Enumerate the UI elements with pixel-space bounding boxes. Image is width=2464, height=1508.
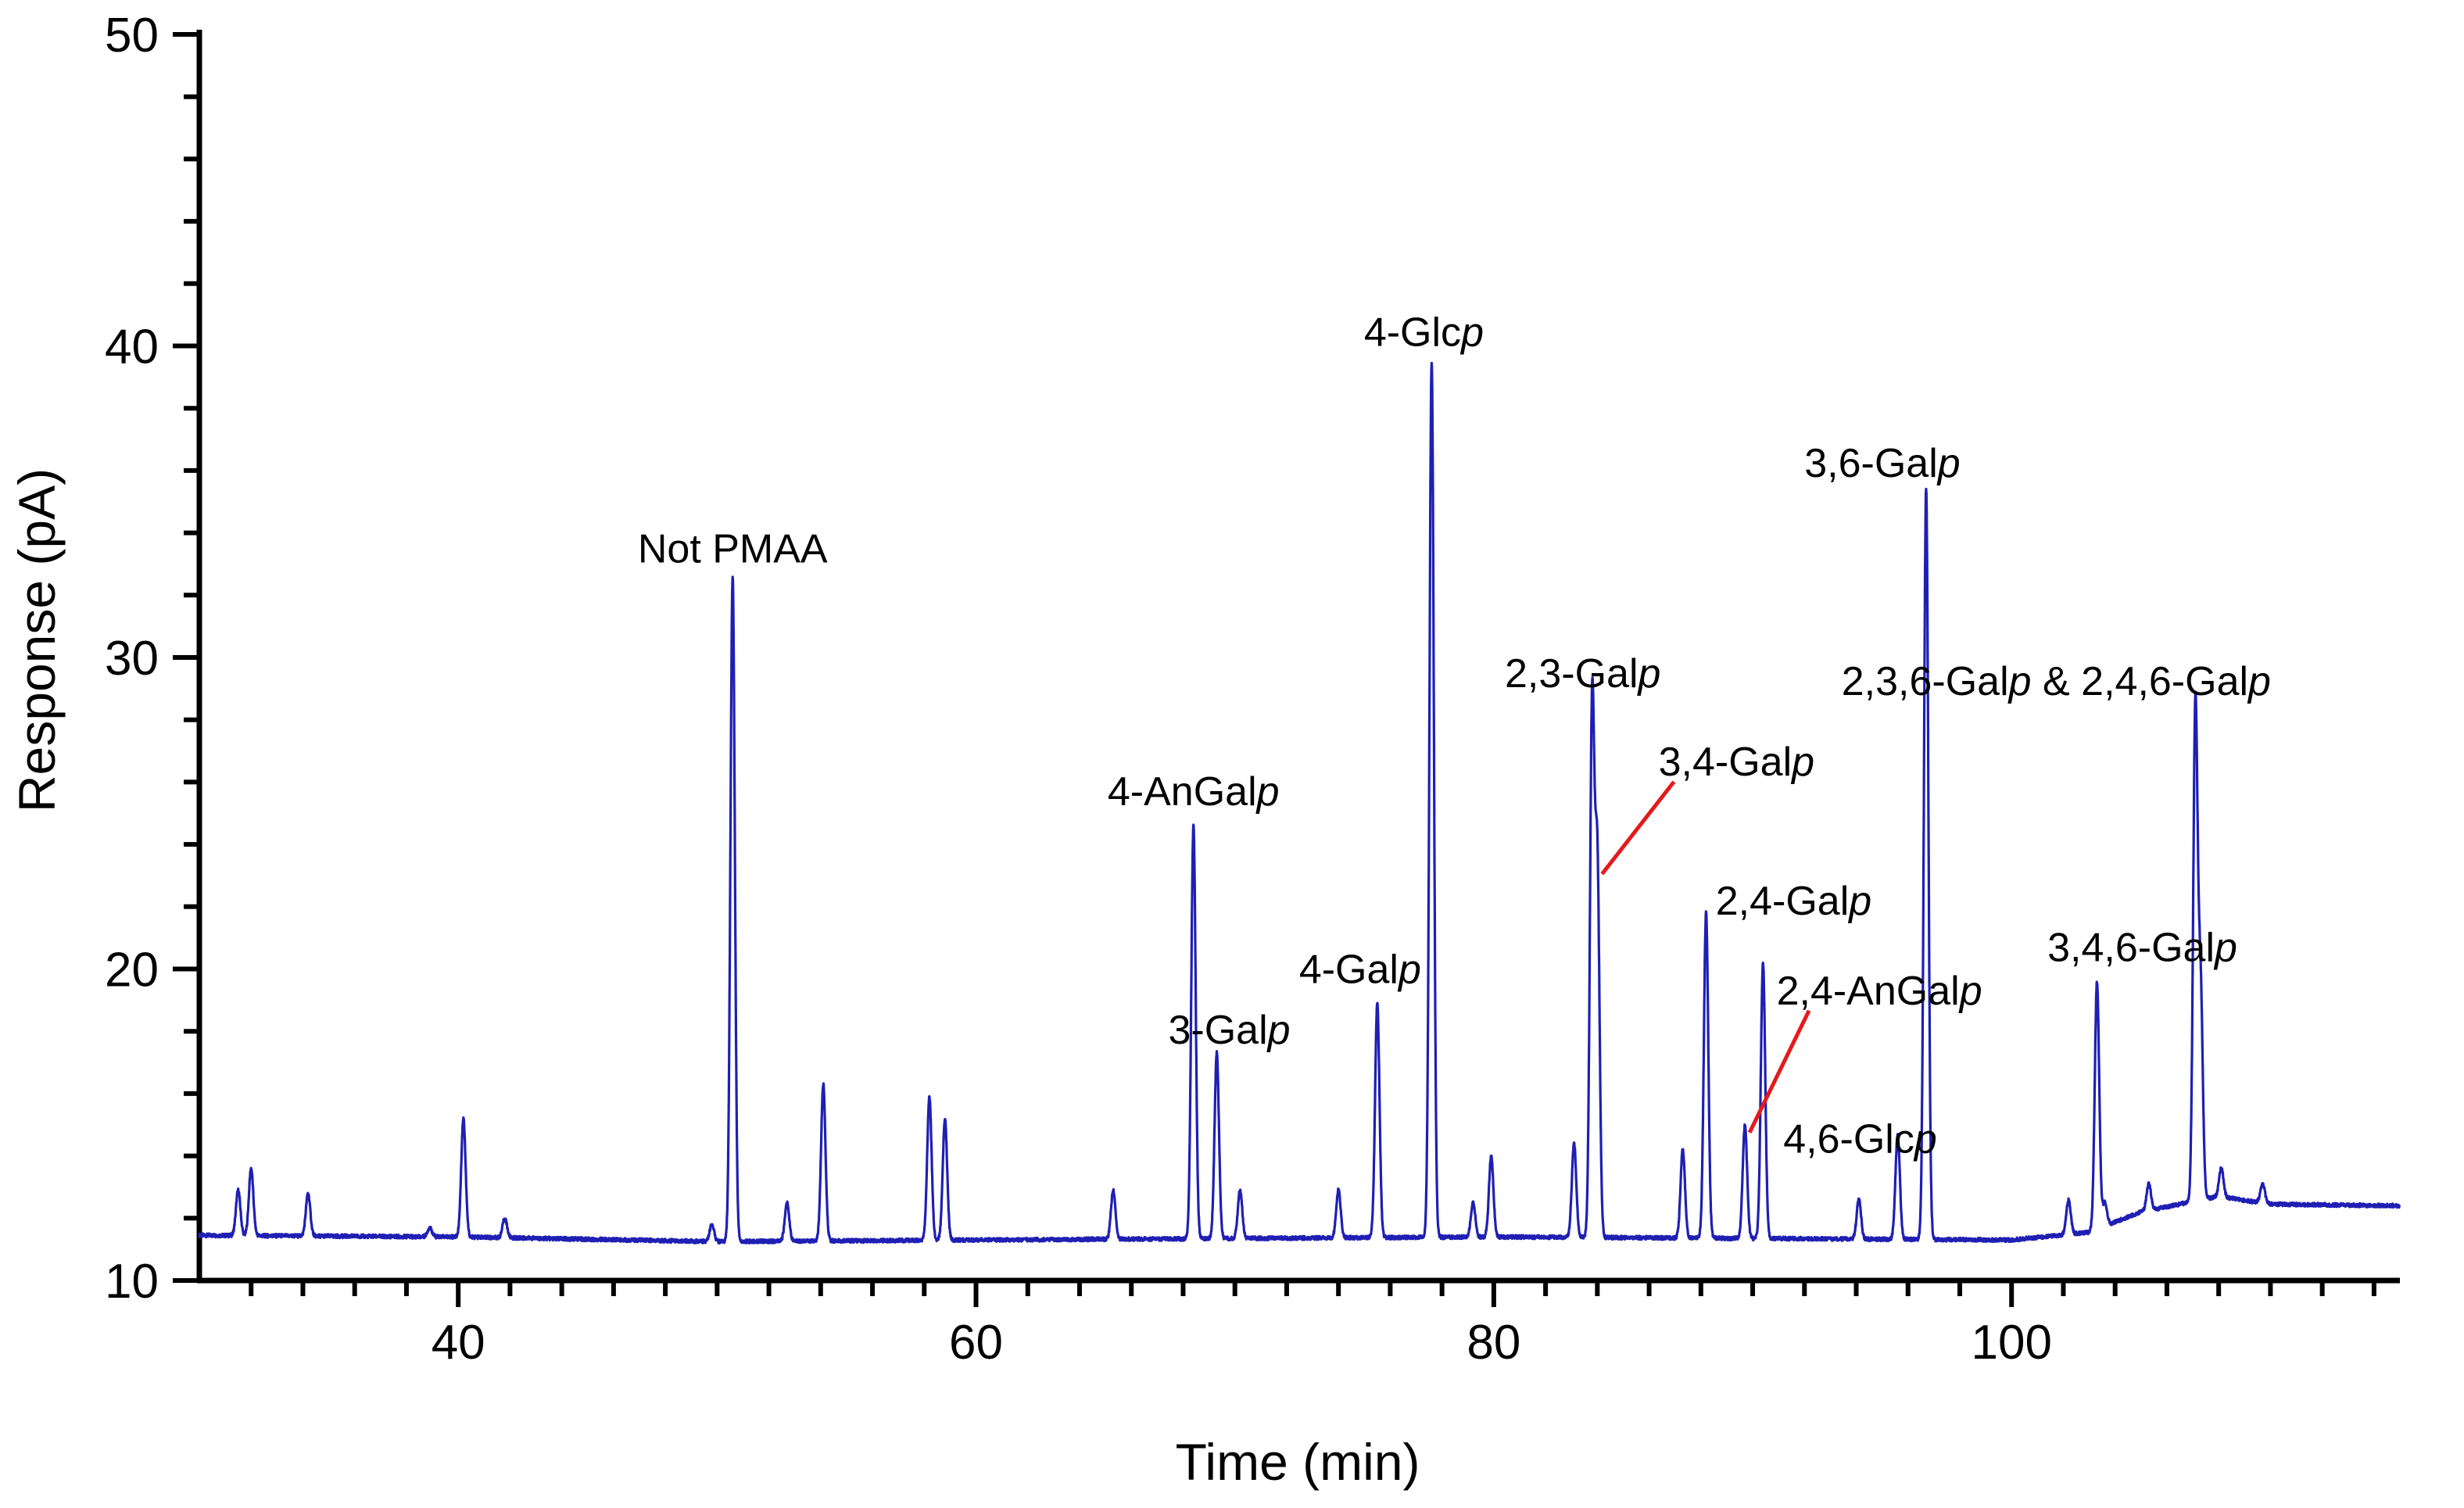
axes: 10 20 30 40 50 40 60 80 100: [105, 9, 2400, 1370]
peak-label: 4-Glcp: [1364, 310, 1484, 355]
y-tick-label: 40: [105, 321, 159, 374]
peak-label: 4-Galp: [1299, 947, 1421, 992]
peak-label: 3,4,6-Galp: [2047, 925, 2237, 970]
peak-label: 2,3,6-Galp & 2,4,6-Galp: [1842, 659, 2271, 704]
trace-layer: [198, 361, 2401, 1245]
peak-label: 3,4-Galp: [1659, 740, 1814, 785]
chromatogram-trace: [198, 361, 2401, 1245]
pointer-line: [1747, 1009, 1811, 1134]
peak-label: 4-AnGalp: [1108, 769, 1280, 815]
y-tick-label: 50: [105, 9, 159, 63]
y-tick-label: 20: [105, 944, 159, 998]
x-tick-label: 100: [1972, 1316, 2052, 1370]
pointer-line: [1600, 780, 1676, 876]
pointer-layer: [1600, 780, 1811, 1134]
x-tick-label: 80: [1467, 1316, 1520, 1370]
y-axis-title: Response (pA): [8, 468, 66, 812]
peak-label: 2,4-AnGalp: [1777, 969, 1982, 1014]
peak-label: Not PMAA: [638, 526, 828, 571]
peak-label: 2,4-Galp: [1716, 879, 1871, 924]
y-tick-label: 10: [105, 1255, 159, 1309]
peak-label: 3,6-Galp: [1804, 441, 1960, 486]
x-tick-label: 60: [949, 1316, 1003, 1370]
peak-label: 3-Galp: [1168, 1008, 1290, 1053]
peak-label: 4,6-Glcp: [1783, 1117, 1937, 1162]
y-tick-label: 30: [105, 632, 159, 686]
x-tick-label: 40: [432, 1316, 485, 1370]
peak-label: 2,3-Galp: [1505, 651, 1660, 697]
x-axis-title: Time (min): [1176, 1433, 1420, 1491]
